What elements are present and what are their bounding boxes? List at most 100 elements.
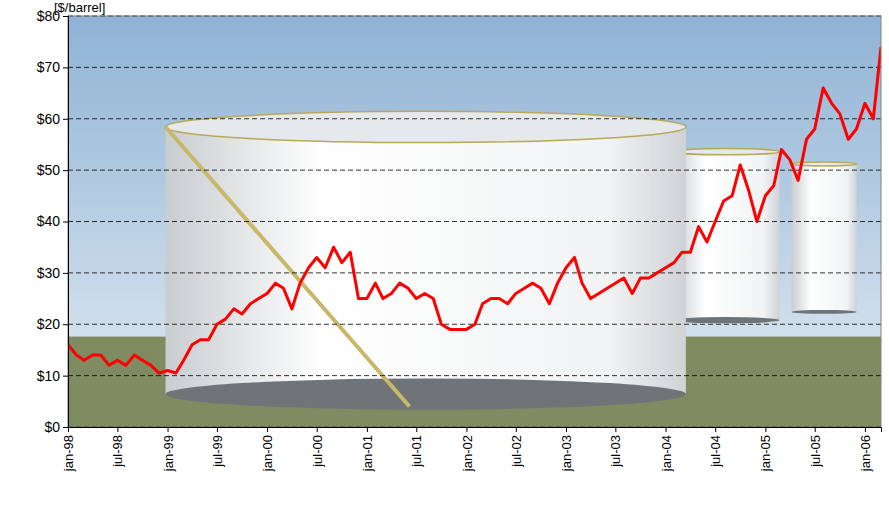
x-tick-mark bbox=[765, 427, 766, 432]
x-tick: jul-04 bbox=[708, 427, 723, 468]
x-tick-mark bbox=[815, 427, 816, 432]
x-tick-label: jan-02 bbox=[460, 435, 475, 472]
plot-frame bbox=[68, 16, 881, 427]
y-tick: $30 bbox=[37, 265, 68, 281]
x-tick-label: jan-06 bbox=[858, 435, 873, 472]
x-tick-label: jan-98 bbox=[61, 435, 76, 472]
x-tick-label: jan-01 bbox=[360, 435, 375, 472]
y-tick-mark bbox=[63, 324, 68, 325]
grid-line bbox=[68, 170, 881, 171]
y-tick-mark bbox=[63, 67, 68, 68]
x-tick-label: jan-03 bbox=[559, 435, 574, 472]
x-tick-mark bbox=[68, 427, 69, 432]
x-tick: jan-04 bbox=[659, 427, 674, 472]
x-tick: jan-01 bbox=[360, 427, 375, 472]
tank-small bbox=[792, 162, 857, 314]
x-tick-label: jan-05 bbox=[758, 435, 773, 472]
x-tick-mark bbox=[466, 427, 467, 432]
x-axis-line bbox=[69, 428, 882, 433]
y-tick-mark bbox=[63, 427, 68, 428]
stairs bbox=[166, 127, 410, 406]
y-tick-mark bbox=[63, 16, 68, 17]
y-tick-label: $10 bbox=[37, 368, 61, 384]
x-tick-mark bbox=[117, 427, 118, 432]
tank-body bbox=[792, 164, 857, 312]
tank-large bbox=[166, 111, 686, 409]
x-tick-mark bbox=[516, 427, 517, 432]
x-tick: jan-99 bbox=[161, 427, 176, 472]
grid-line bbox=[68, 67, 881, 68]
x-tick-mark bbox=[168, 427, 169, 432]
grid bbox=[68, 16, 881, 427]
y-tick-mark bbox=[63, 222, 68, 223]
y-tick: $60 bbox=[37, 111, 68, 127]
y-tick-mark bbox=[63, 119, 68, 120]
background-photo bbox=[68, 16, 881, 427]
chart: $0$10$20$30$40$50$60$70$80jan-98jul-98ja… bbox=[0, 0, 889, 505]
x-tick-mark bbox=[217, 427, 218, 432]
tank-body bbox=[166, 127, 686, 394]
x-tick-label: jul-98 bbox=[110, 435, 125, 468]
y-axis-title: [$/barrel] bbox=[54, 0, 105, 15]
tank-base bbox=[166, 379, 686, 410]
x-tick-label: jan-04 bbox=[659, 435, 674, 472]
x-tick-mark bbox=[666, 427, 667, 432]
x-tick: jan-98 bbox=[61, 427, 76, 472]
x-tick: jan-06 bbox=[858, 427, 873, 472]
y-tick-label: $50 bbox=[37, 162, 61, 178]
x-tick-label: jul-01 bbox=[409, 435, 424, 468]
x-axis: jan-98 jul-98 jan-99 jul-99 jan-00 jul-00 jan-… bbox=[61, 427, 881, 472]
y-tick: $40 bbox=[37, 213, 68, 229]
x-tick-mark bbox=[416, 427, 417, 432]
sky bbox=[68, 16, 881, 427]
tank-roof bbox=[166, 111, 686, 142]
y-tick: $0 bbox=[44, 419, 68, 435]
y-tick-label: $60 bbox=[37, 111, 61, 127]
y-tick: $20 bbox=[37, 316, 68, 332]
x-tick-label: jul-05 bbox=[808, 435, 823, 468]
y-tick-label: $30 bbox=[37, 265, 61, 281]
x-tick: jul-99 bbox=[210, 427, 225, 468]
series bbox=[68, 47, 881, 373]
x-tick-mark bbox=[367, 427, 368, 432]
x-tick: jul-01 bbox=[409, 427, 424, 468]
y-tick-label: $0 bbox=[44, 419, 60, 435]
x-tick-label: jul-00 bbox=[310, 435, 325, 468]
y-tick: $10 bbox=[37, 368, 68, 384]
x-tick: jul-00 bbox=[310, 427, 325, 468]
y-tick-label: $20 bbox=[37, 316, 61, 332]
plot-area: $0$10$20$30$40$50$60$70$80jan-98jul-98ja… bbox=[37, 8, 882, 472]
x-tick-label: jan-00 bbox=[260, 435, 275, 472]
x-tick: jul-03 bbox=[608, 427, 623, 468]
grid-line bbox=[68, 221, 881, 222]
x-tick: jul-05 bbox=[808, 427, 823, 468]
y-axis: $0$10$20$30$40$50$60$70$80 bbox=[37, 8, 69, 435]
x-tick: jul-98 bbox=[110, 427, 125, 468]
tank-base bbox=[674, 317, 780, 323]
x-tick-label: jul-99 bbox=[210, 435, 225, 468]
tank-small bbox=[674, 148, 780, 323]
y-tick-label: $70 bbox=[37, 59, 61, 75]
tank-body bbox=[674, 152, 780, 321]
x-tick-label: jul-02 bbox=[509, 435, 524, 468]
x-tick-label: jan-99 bbox=[161, 435, 176, 472]
y-tick-mark bbox=[63, 273, 68, 274]
y-tick-mark bbox=[63, 170, 68, 171]
x-tick: jan-03 bbox=[559, 427, 574, 472]
price-line bbox=[68, 47, 881, 373]
x-tick-mark bbox=[267, 427, 268, 432]
x-tick-mark bbox=[715, 427, 716, 432]
y-tick: $50 bbox=[37, 162, 68, 178]
x-tick: jan-02 bbox=[460, 427, 475, 472]
x-tick-mark bbox=[317, 427, 318, 432]
x-tick: jan-05 bbox=[758, 427, 773, 472]
y-tick-label: $40 bbox=[37, 213, 61, 229]
grid-line bbox=[68, 272, 881, 273]
y-tick-mark bbox=[63, 376, 68, 377]
tank-roof bbox=[674, 148, 780, 154]
x-tick-label: jul-03 bbox=[608, 435, 623, 468]
x-tick-mark bbox=[615, 427, 616, 432]
x-tick: jul-02 bbox=[509, 427, 524, 468]
grid-line bbox=[68, 375, 881, 376]
y-axis-line bbox=[63, 17, 69, 428]
